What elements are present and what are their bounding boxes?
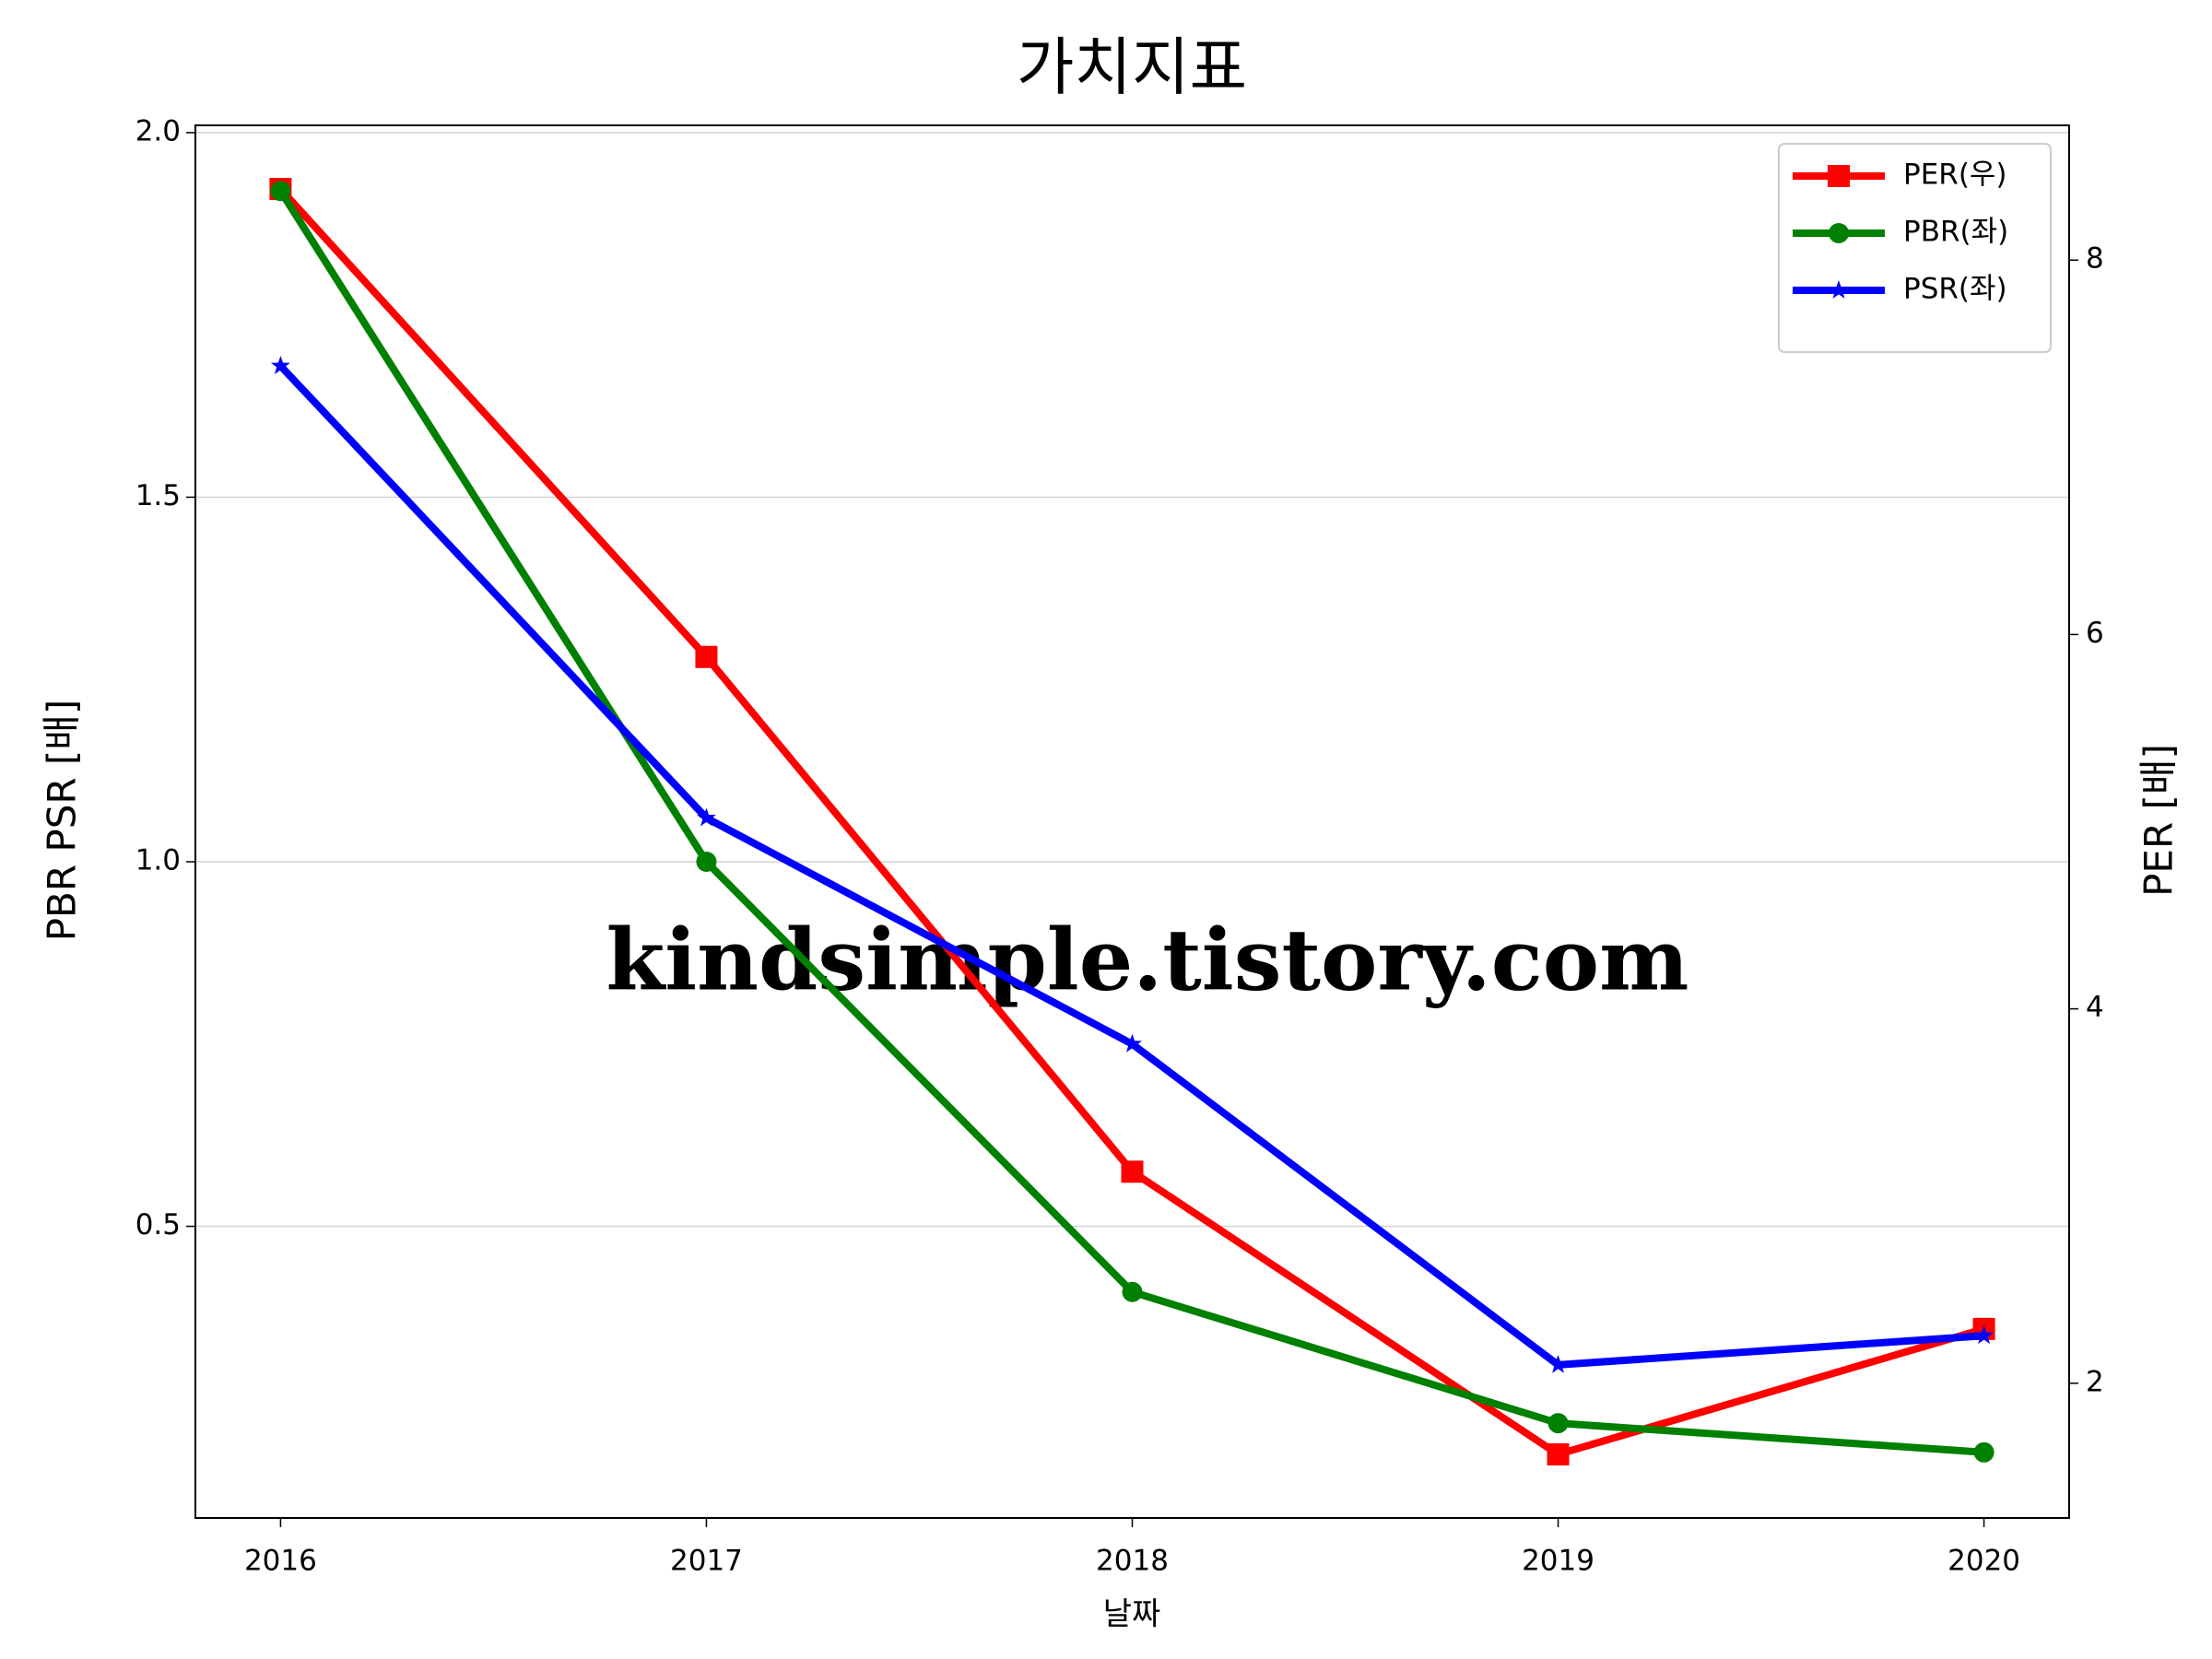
marker: [270, 356, 290, 374]
y2-tick-label: 2: [2086, 1365, 2104, 1398]
x-tick-label: 2018: [1096, 1545, 1169, 1578]
marker: [695, 645, 718, 668]
legend-marker: [1829, 280, 1849, 299]
chart-title: 가치지표: [1017, 32, 1247, 105]
marker: [696, 852, 717, 873]
y-tick-label: 1.5: [135, 479, 181, 512]
x-tick-label: 2016: [244, 1545, 317, 1578]
legend-label: PER(우): [1903, 159, 2007, 192]
marker: [270, 181, 291, 202]
y2-tick-label: 6: [2086, 617, 2104, 650]
marker: [1973, 1441, 1994, 1463]
series: [270, 181, 1994, 1463]
marker: [1547, 1413, 1569, 1434]
y-axis-label: PBR PSR [배]: [40, 700, 85, 942]
marker: [1123, 1033, 1142, 1053]
y-tick-label: 2.0: [135, 114, 181, 147]
y2-tick-label: 4: [2086, 991, 2104, 1024]
legend: PER(우) PBR(좌) PSR(좌): [1778, 143, 2052, 353]
legend-box: [1778, 143, 2052, 353]
x-tick-label: 2020: [1947, 1545, 2020, 1578]
legend-marker: [1828, 165, 1850, 187]
y2-axis-label: PER [배]: [2136, 744, 2182, 897]
y-tick-label: 0.5: [135, 1208, 181, 1241]
x-tick-label: 2019: [1522, 1545, 1594, 1578]
marker: [1547, 1442, 1570, 1465]
marker: [697, 807, 716, 827]
plot-frame: [194, 124, 2070, 1519]
watermark: kindsimple.tistory.com: [606, 911, 1688, 1010]
y-tick-label: 1.0: [135, 844, 181, 877]
marker: [1548, 1354, 1568, 1373]
x-tick-label: 2017: [670, 1545, 743, 1578]
x-axis-label: 날짜: [1103, 1596, 1161, 1633]
marker: [1121, 1160, 1144, 1183]
y2-tick-label: 8: [2086, 242, 2104, 276]
legend-label: PSR(좌): [1903, 273, 2007, 306]
marker: [1974, 1325, 1994, 1345]
legend-label: PBR(좌): [1903, 216, 2008, 249]
series: [270, 356, 1994, 1373]
legend-marker: [1829, 223, 1849, 243]
marker: [1122, 1281, 1143, 1302]
